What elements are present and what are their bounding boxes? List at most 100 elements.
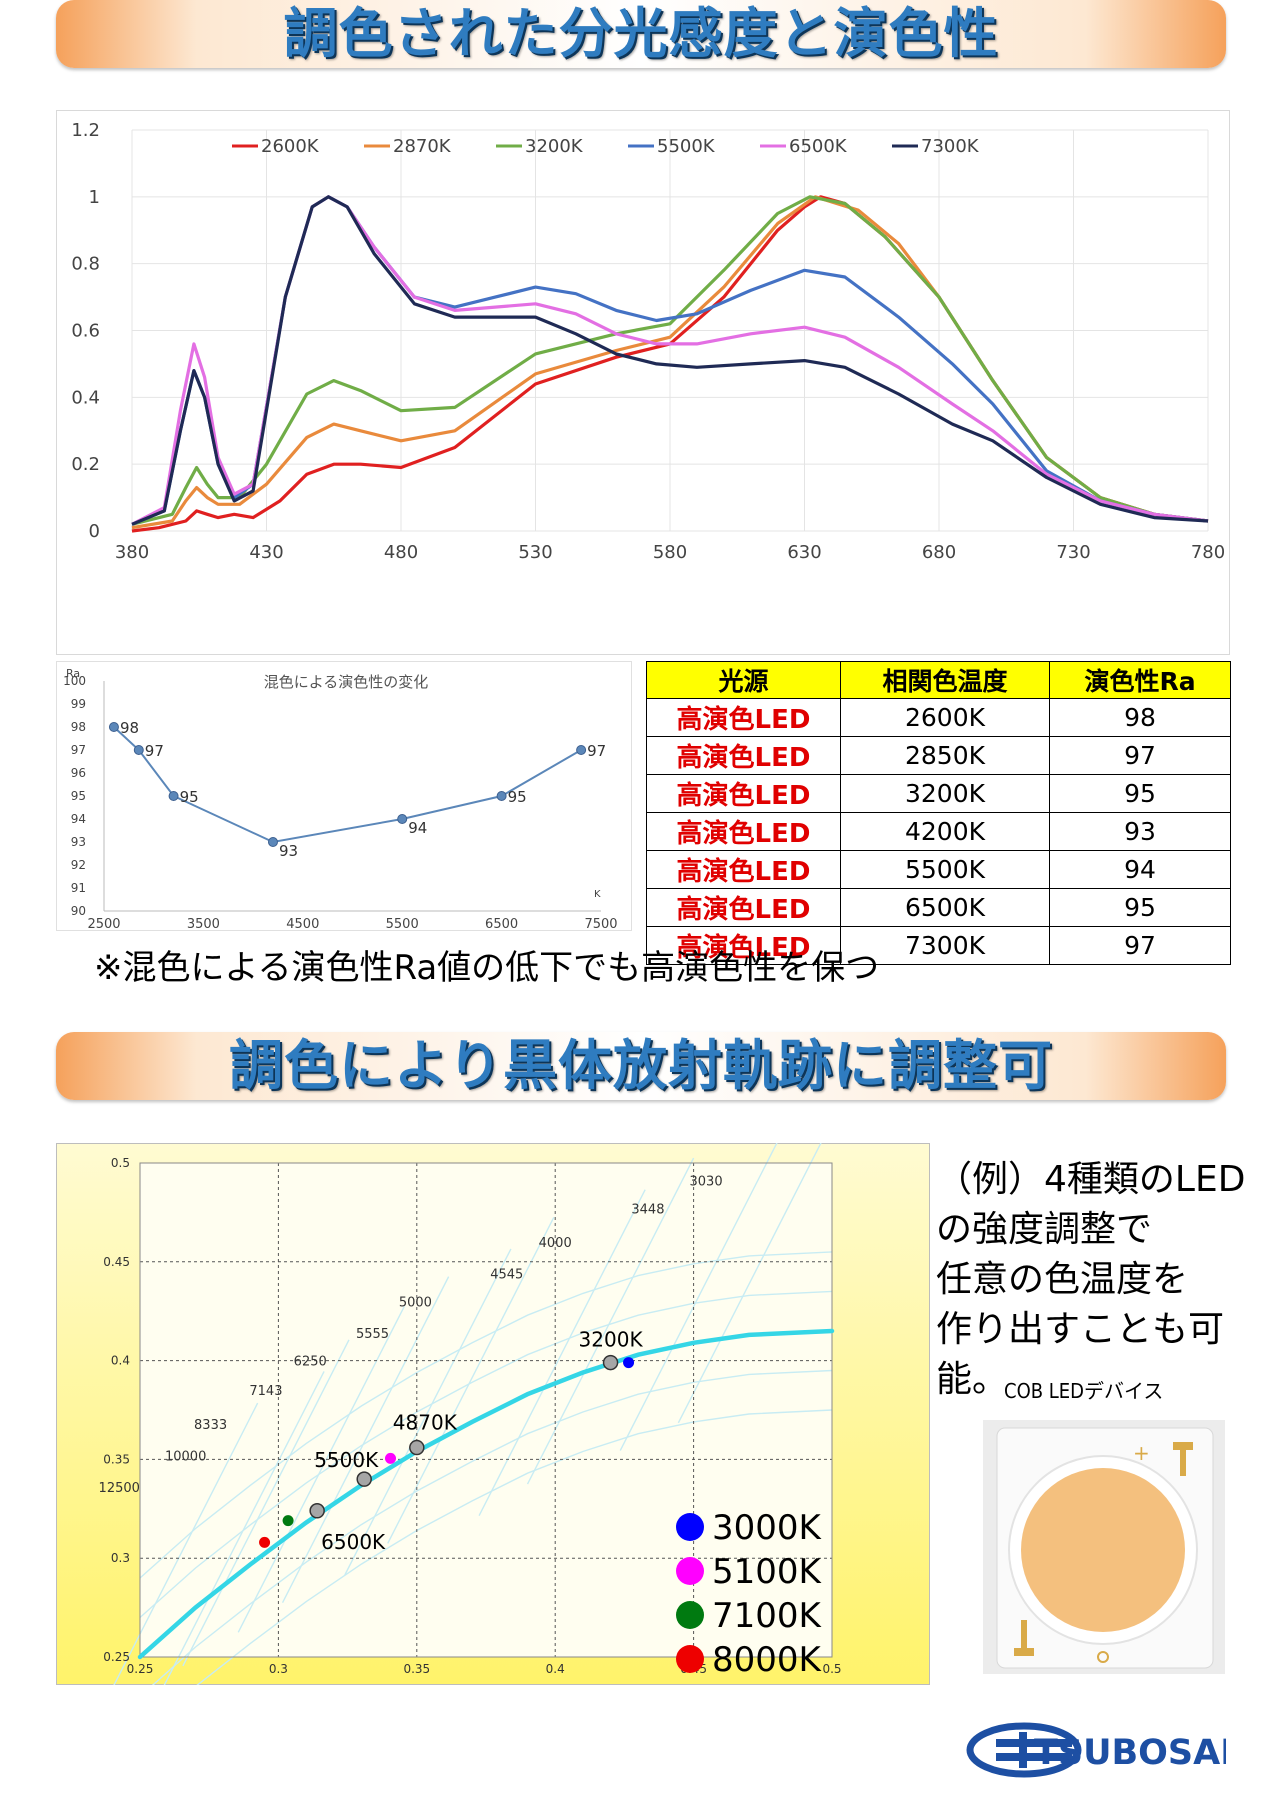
table-row: 高演色LED 3200K 95 [646, 774, 1231, 813]
mixed-point-label: 5500K [314, 1448, 379, 1472]
cob-led-image: + [983, 1420, 1225, 1674]
cell-source: 高演色LED [646, 698, 841, 737]
series-line-7300K [131, 195, 1209, 526]
ra-data-point [576, 745, 587, 755]
legend-label: 2870K [393, 136, 452, 157]
x-tick-label: 580 [653, 542, 687, 563]
description-line: 作り出すことも可能。 [936, 1309, 1225, 1400]
cell-ra: 97 [1049, 926, 1231, 965]
chart-frame [56, 110, 1230, 655]
cct-label: 3448 [631, 1202, 664, 1217]
x-tick-label: 4500 [286, 917, 319, 931]
x-tick-label: 0.35 [403, 1662, 430, 1676]
cct-label: 4000 [539, 1236, 572, 1251]
x-tick-label: 380 [115, 542, 149, 563]
y-tick-label: 1 [89, 187, 100, 208]
x-tick-label: 0.3 [269, 1662, 288, 1676]
ra-data-point [133, 745, 144, 755]
y-tick-label: 1.2 [71, 120, 100, 141]
y-tick-label: 0.2 [71, 454, 100, 475]
chart-frame [56, 661, 632, 931]
blackbody-locus [137, 1328, 835, 1660]
description-text: （例）4種類のLED の強度調整で 任意の色温度を 作り出すことも可能。 [936, 1155, 1280, 1405]
ra-table: 光源 相関色温度 演色性Ra 高演色LED 2600K 98 高演色LED 2850K… [646, 661, 1231, 965]
table-row: 高演色LED 2600K 98 [646, 698, 1231, 737]
section-banner-spectrum: 調色された分光感度と演色性 [56, 0, 1226, 68]
ra-data-point [108, 722, 119, 732]
section-banner-locus: 調色により黒体放射軌跡に調整可 [56, 1032, 1226, 1100]
isotemp-line [163, 1371, 325, 1685]
led-point-8000K [259, 1536, 271, 1548]
y-tick-label: 94 [71, 812, 86, 826]
header-cct: 相関色温度 [840, 661, 1050, 699]
header-ra: 演色性Ra [1049, 661, 1231, 699]
led-point-5100K [385, 1452, 397, 1464]
legend-dot [676, 1601, 704, 1629]
duv-line [139, 1251, 833, 1579]
ra-data-label: 97 [145, 742, 164, 760]
cct-label: 10000 [165, 1449, 206, 1464]
table-row: 高演色LED 5500K 94 [646, 850, 1231, 889]
led-point-7100K [282, 1515, 294, 1527]
ra-axis-label: Ra [66, 667, 80, 680]
mixed-point-label: 4870K [393, 1411, 458, 1435]
y-tick-label: 0.8 [71, 254, 100, 275]
y-tick-label: 0 [89, 521, 100, 542]
x-tick-label: 530 [518, 542, 552, 563]
cell-source: 高演色LED [646, 888, 841, 927]
legend-label: 2600K [261, 136, 320, 157]
series-line-3200K [131, 195, 1209, 526]
x-tick-label: 0.25 [127, 1662, 154, 1676]
cell-source: 高演色LED [646, 812, 841, 851]
ra-data-label: 95 [508, 788, 527, 806]
y-tick-label: 100 [63, 674, 86, 688]
table-row: 高演色LED 7300K 97 [646, 926, 1231, 965]
cct-label: 8333 [194, 1418, 227, 1433]
plot-border [139, 1162, 833, 1658]
y-tick-label: 0.45 [103, 1255, 130, 1269]
cell-cct: 6500K [840, 888, 1050, 927]
legend-label: 5100K [712, 1552, 823, 1592]
cob-caption: COB LEDデバイス [1004, 1379, 1164, 1403]
y-tick-label: 96 [71, 766, 86, 780]
cob-pad-minus-icon [1014, 1620, 1034, 1656]
led-point-3000K [623, 1357, 635, 1369]
ra-data-label: 98 [120, 719, 139, 737]
x-tick-label: 0.4 [546, 1662, 565, 1676]
legend-label: 3000K [712, 1508, 823, 1548]
ra-chart-title: 混色による演色性の変化 [264, 673, 429, 691]
header-light-source: 光源 [646, 661, 841, 699]
cell-cct: 5500K [840, 850, 1050, 889]
x-tick-label: 2500 [87, 917, 120, 931]
ra-data-point [397, 814, 408, 824]
mixed-point [309, 1503, 325, 1519]
isotemp-line [478, 1189, 646, 1517]
duv-line [151, 1369, 833, 1685]
tsubosaka-logo: TSUBOSAKA [966, 1722, 1226, 1778]
mixed-point [409, 1439, 425, 1456]
cob-plus-mark: + [1133, 1441, 1150, 1465]
cell-cct: 7300K [840, 926, 1050, 965]
logo-bar-icon [996, 1739, 1072, 1747]
cell-ra: 94 [1049, 850, 1231, 889]
legend-label: 8000K [712, 1640, 823, 1680]
y-tick-label: 93 [71, 835, 86, 849]
cell-cct: 2850K [840, 736, 1050, 775]
cob-phosphor [1021, 1468, 1185, 1632]
table-row: 高演色LED 4200K 93 [646, 812, 1231, 851]
logo-text: TSUBOSAKA [1034, 1733, 1226, 1773]
logo-stem-icon [1019, 1732, 1027, 1768]
logo-bar-icon [996, 1753, 1072, 1761]
spectrum-chart: 2600K 2870K 3200K 5500K 6500K 7300K 380 430 480… [56, 110, 1230, 655]
plot-area [140, 1163, 832, 1657]
mixed-point [602, 1354, 619, 1371]
y-tick-label: 91 [71, 881, 86, 895]
y-tick-label: 98 [71, 720, 86, 734]
y-tick-label: 0.4 [71, 387, 100, 408]
y-tick-label: 99 [71, 697, 86, 711]
table-header-row: 光源 相関色温度 演色性Ra [646, 661, 1231, 699]
legend-dot [676, 1513, 704, 1541]
cell-ra: 95 [1049, 888, 1231, 927]
x-tick-label: 680 [922, 542, 956, 563]
cell-cct: 3200K [840, 774, 1050, 813]
